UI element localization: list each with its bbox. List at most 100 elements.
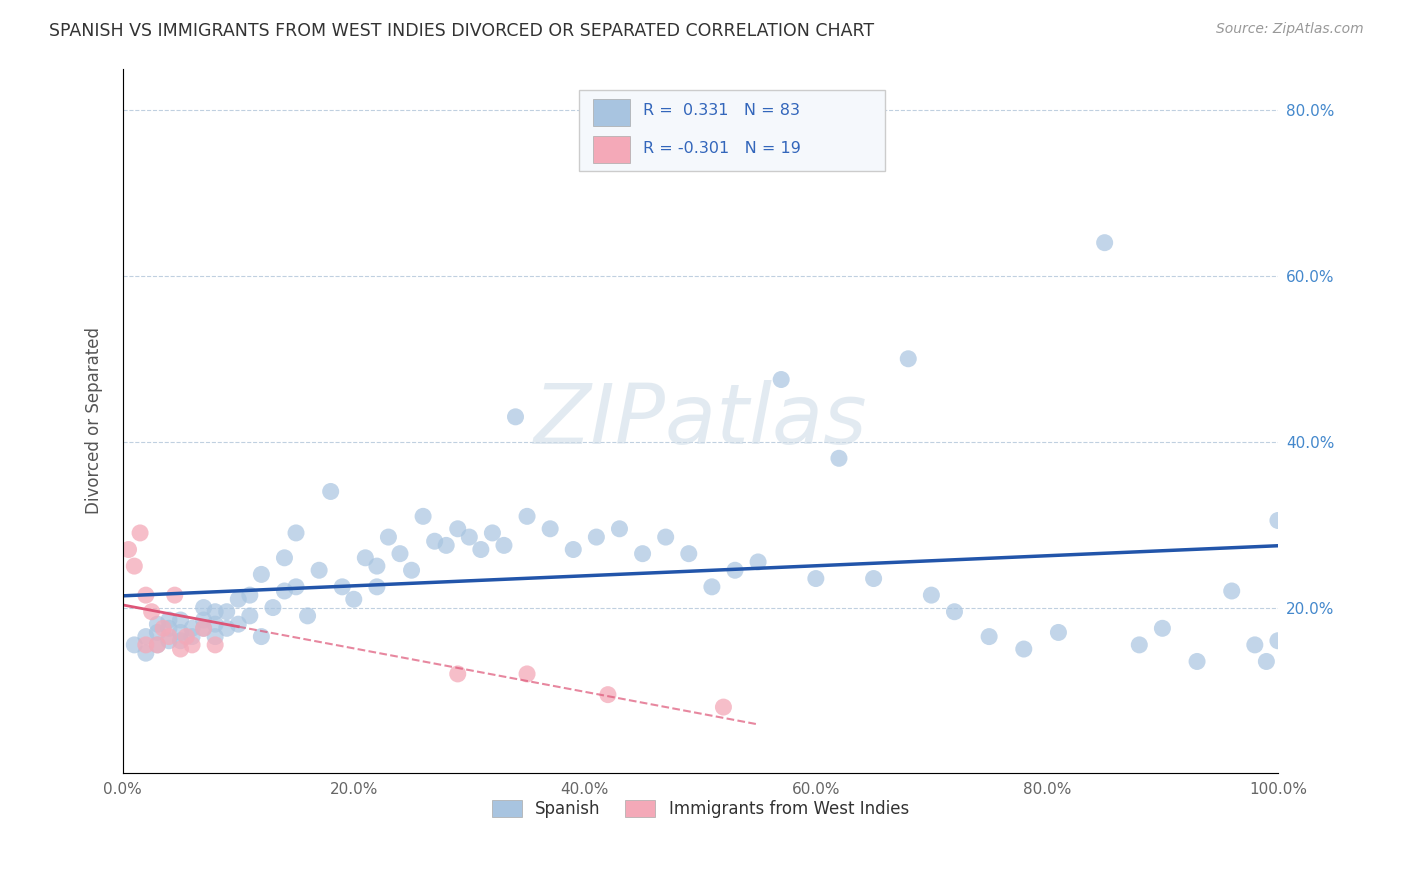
Point: [412, 509, 434, 524]
Point: [163, 588, 186, 602]
Point: [124, 638, 146, 652]
Point: [169, 625, 191, 640]
Point: [204, 630, 226, 644]
Point: [631, 547, 654, 561]
Point: [193, 600, 215, 615]
Point: [1256, 655, 1278, 669]
Point: [609, 522, 631, 536]
Point: [492, 538, 515, 552]
Point: [146, 617, 169, 632]
Point: [285, 580, 308, 594]
Point: [169, 633, 191, 648]
Point: [273, 584, 295, 599]
Point: [250, 630, 273, 644]
Point: [215, 621, 238, 635]
Point: [343, 592, 366, 607]
Point: [562, 542, 585, 557]
Point: [273, 550, 295, 565]
Point: [1243, 638, 1265, 652]
Point: [157, 633, 180, 648]
Point: [654, 530, 676, 544]
Point: [169, 613, 191, 627]
Point: [804, 572, 827, 586]
Point: [366, 580, 388, 594]
Point: [135, 638, 157, 652]
Point: [1220, 584, 1243, 599]
Point: [193, 613, 215, 627]
Text: R = -0.301   N = 19: R = -0.301 N = 19: [643, 141, 800, 155]
Point: [135, 630, 157, 644]
Point: [585, 530, 607, 544]
Point: [862, 572, 884, 586]
Point: [193, 621, 215, 635]
Point: [678, 547, 700, 561]
Point: [920, 588, 942, 602]
Point: [470, 542, 492, 557]
Point: [141, 605, 163, 619]
Point: [330, 580, 353, 594]
Point: [423, 534, 446, 549]
Point: [1094, 235, 1116, 250]
Point: [447, 522, 470, 536]
Point: [1267, 514, 1289, 528]
Point: [285, 525, 308, 540]
Point: [516, 509, 538, 524]
Point: [401, 563, 423, 577]
Point: [770, 372, 793, 386]
Point: [215, 605, 238, 619]
Point: [447, 667, 470, 681]
Point: [181, 638, 204, 652]
Point: [152, 621, 174, 635]
Point: [117, 542, 139, 557]
Point: [226, 617, 249, 632]
Point: [204, 617, 226, 632]
Point: [505, 409, 527, 424]
Point: [1128, 638, 1150, 652]
Text: ZIPatlas: ZIPatlas: [533, 381, 868, 461]
Point: [204, 638, 226, 652]
Point: [239, 588, 262, 602]
Point: [146, 638, 169, 652]
Point: [1047, 625, 1070, 640]
Point: [481, 525, 503, 540]
Point: [388, 547, 411, 561]
Point: [828, 451, 851, 466]
Point: [897, 351, 920, 366]
Point: [135, 588, 157, 602]
FancyBboxPatch shape: [593, 99, 630, 126]
Point: [297, 608, 319, 623]
Point: [979, 630, 1001, 644]
Point: [174, 630, 197, 644]
Text: R =  0.331   N = 83: R = 0.331 N = 83: [643, 103, 800, 119]
Point: [308, 563, 330, 577]
Point: [157, 613, 180, 627]
Point: [146, 625, 169, 640]
Y-axis label: Divorced or Separated: Divorced or Separated: [86, 327, 103, 515]
Point: [129, 525, 152, 540]
Point: [596, 688, 619, 702]
Point: [193, 621, 215, 635]
Point: [1185, 655, 1208, 669]
Point: [516, 667, 538, 681]
Point: [434, 538, 457, 552]
Point: [700, 580, 723, 594]
Point: [204, 605, 226, 619]
Point: [181, 621, 204, 635]
Point: [169, 642, 191, 657]
Point: [146, 638, 169, 652]
Point: [319, 484, 342, 499]
Point: [226, 592, 249, 607]
Point: [713, 700, 735, 714]
Point: [1012, 642, 1035, 657]
FancyBboxPatch shape: [593, 136, 630, 162]
Point: [1152, 621, 1174, 635]
Point: [377, 530, 399, 544]
Point: [943, 605, 966, 619]
Point: [747, 555, 769, 569]
Point: [239, 608, 262, 623]
Point: [157, 621, 180, 635]
FancyBboxPatch shape: [579, 90, 886, 170]
Point: [366, 559, 388, 574]
Point: [458, 530, 481, 544]
Point: [157, 630, 180, 644]
